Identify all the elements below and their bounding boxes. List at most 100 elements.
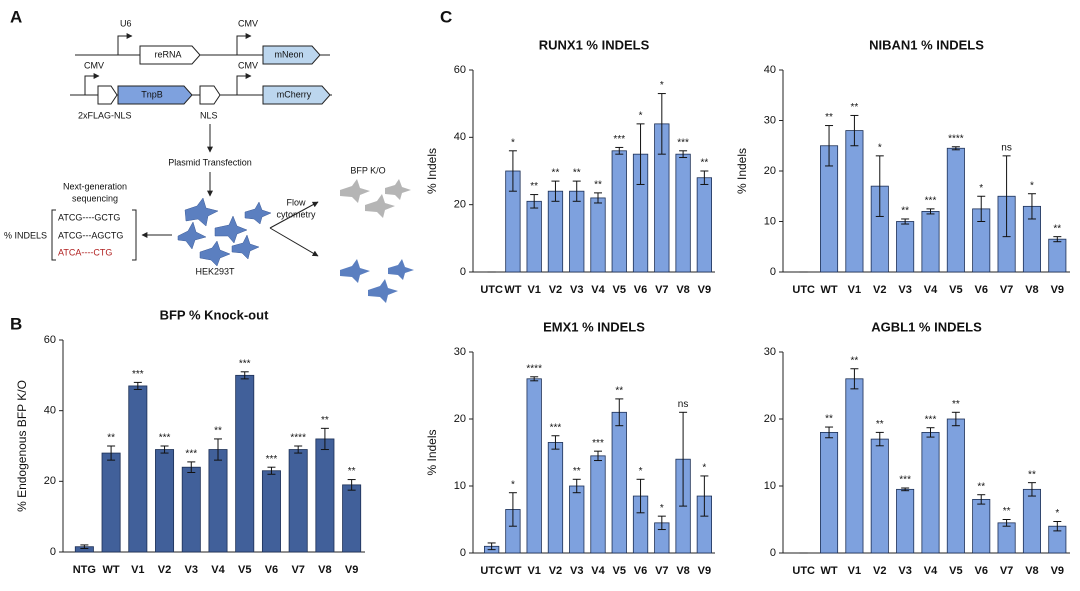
x-tick-label: V7 [655,284,668,296]
y-tick-label: 20 [44,475,56,487]
error-bar [1027,193,1036,220]
significance: *** [925,196,937,207]
diagram: U6 reRNA CMV mNeon CMV TnpB CMV mCherry … [4,18,414,303]
significance: * [979,183,983,194]
x-tick-label: V1 [848,565,861,577]
bar [896,488,915,554]
y-axis-label: % Indels [735,148,749,194]
error-bar [850,114,859,147]
significance: * [511,479,515,490]
bar [235,374,255,553]
error-bar [700,170,709,185]
error-bar [825,426,834,439]
x-tick-label: V4 [591,565,605,577]
x-tick-label: V5 [949,565,962,577]
promoter: CMV [238,60,258,70]
y-axis-label: % Endogenous BFP K/O [15,380,29,512]
x-tick-label: V6 [634,284,647,296]
error-bar [508,492,517,527]
error-bar [508,150,517,192]
x-tick-label: NTG [73,564,96,576]
significance: ** [851,102,859,113]
x-tick-label: V2 [873,284,886,296]
y-tick-label: 0 [770,547,776,559]
x-tick-label: V3 [570,565,583,577]
x-tick-label: V4 [211,564,225,576]
x-tick-label: V9 [345,564,358,576]
bar [181,466,201,553]
x-tick-label: UTC [480,284,503,296]
y-tick-label: 40 [44,405,56,417]
significance: ns [678,399,689,410]
bar [547,190,564,273]
bar [675,153,691,273]
significance: * [639,466,643,477]
bar [611,150,627,273]
significance: ** [530,181,538,192]
bar [870,438,889,554]
y-tick-label: 10 [454,480,466,492]
x-tick-label: V3 [898,284,911,296]
x-tick-label: V2 [549,284,562,296]
y-tick-label: 30 [764,346,776,358]
x-tick-label: V3 [185,564,198,576]
x-tick-label: V8 [676,565,689,577]
x-tick-label: V9 [698,284,711,296]
error-bar [267,466,276,475]
bar [820,431,839,554]
bar [315,438,335,553]
y-tick-label: 60 [454,64,466,76]
error-bar [615,398,624,427]
bar [101,452,121,553]
x-tick-label: V5 [238,564,251,576]
significance: * [660,80,664,91]
x-tick-label: V1 [131,564,144,576]
significance: ** [825,112,833,123]
x-tick-label: V4 [924,284,938,296]
error-bar [875,431,884,447]
significance: * [1055,508,1059,519]
x-tick-label: WT [103,564,120,576]
x-tick-label: V8 [1025,565,1038,577]
promoter: CMV [238,18,258,28]
bar [946,147,965,273]
chart-title: RUNX1 % INDELS [539,37,650,52]
x-tick-label: V9 [1051,284,1064,296]
y-tick-label: 0 [460,266,466,278]
error-bar [850,368,859,390]
gene-box: mCherry [277,89,312,99]
bfp-label: BFP K/O [350,165,385,175]
error-bar [901,218,910,225]
promoter: U6 [120,18,132,28]
y-axis-label: % Indels [425,429,439,475]
error-bar [951,411,960,427]
significance: * [878,142,882,153]
significance: ** [977,481,985,492]
chart-title: AGBL1 % INDELS [871,319,982,334]
bar [921,431,940,554]
bar [972,498,991,554]
significance: *** [899,475,911,486]
error-bar [926,208,935,215]
y-tick-label: 0 [460,547,466,559]
x-tick-label: V8 [676,284,689,296]
gene-box: TnpB [141,89,163,99]
error-bar [615,146,624,155]
tag-label: 2xFLAG-NLS [78,110,132,120]
gene-box: mNeon [274,49,303,59]
bar [526,200,542,273]
significance: ** [851,355,859,366]
x-tick-label: V7 [1000,284,1013,296]
error-bar [636,478,645,514]
error-bar [1053,236,1062,243]
bar [590,455,606,554]
chart-title: BFP % Knock-out [160,307,269,322]
y-tick-label: 10 [764,215,776,227]
significance: ** [321,415,329,426]
x-tick-label: V2 [873,565,886,577]
error-bar [594,192,602,204]
bar [569,190,585,273]
bar [696,177,712,273]
ngs-label: sequencing [72,193,118,203]
error-bar [551,435,560,450]
